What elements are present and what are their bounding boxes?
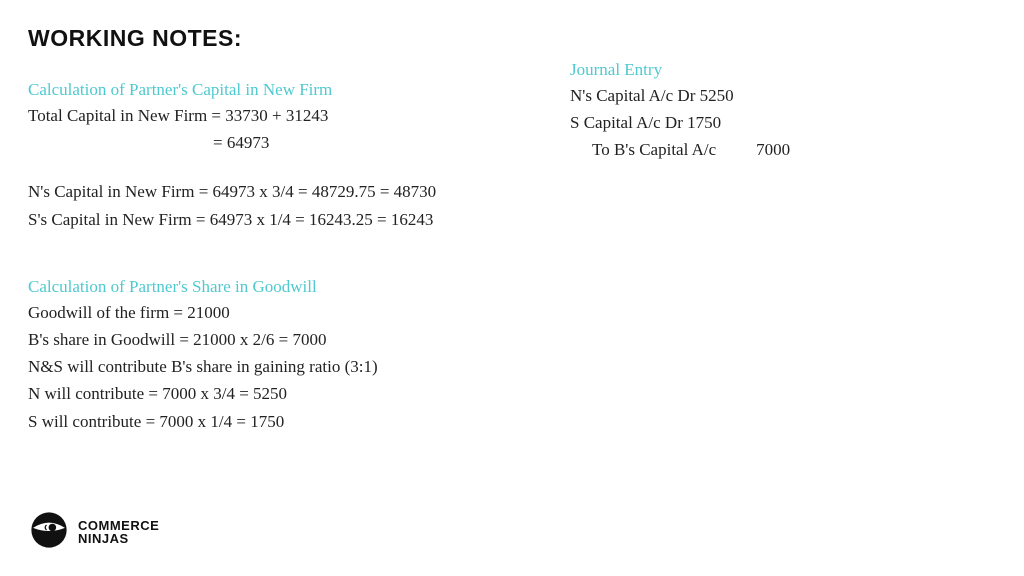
brand-logo-bottom: NINJAS <box>78 533 159 545</box>
section1-line1: Total Capital in New Firm = 33730 + 3124… <box>28 102 548 129</box>
section2-heading: Calculation of Partner's Share in Goodwi… <box>28 277 548 297</box>
journal-line3: To B's Capital A/c 7000 <box>570 136 990 163</box>
section2-line4: N will contribute = 7000 x 3/4 = 5250 <box>28 380 548 407</box>
page-title: WORKING NOTES: <box>28 25 242 52</box>
journal-line1: N's Capital A/c Dr 5250 <box>570 82 990 109</box>
section1-line3: N's Capital in New Firm = 64973 x 3/4 = … <box>28 178 548 205</box>
journal-line2: S Capital A/c Dr 1750 <box>570 109 990 136</box>
journal-heading: Journal Entry <box>570 60 990 80</box>
ninja-icon <box>28 509 70 556</box>
section2-line5: S will contribute = 7000 x 1/4 = 1750 <box>28 408 548 435</box>
journal-line3-amount: 7000 <box>756 136 790 163</box>
section2-line1: Goodwill of the firm = 21000 <box>28 299 548 326</box>
journal-line3-desc: To B's Capital A/c <box>592 136 716 163</box>
left-column: Calculation of Partner's Capital in New … <box>28 80 548 435</box>
right-column: Journal Entry N's Capital A/c Dr 5250 S … <box>570 60 990 164</box>
section2-line3: N&S will contribute B's share in gaining… <box>28 353 548 380</box>
section2-line2: B's share in Goodwill = 21000 x 2/6 = 70… <box>28 326 548 353</box>
section1-heading: Calculation of Partner's Capital in New … <box>28 80 548 100</box>
brand-logo-text: COMMERCE NINJAS <box>78 520 159 545</box>
brand-logo: COMMERCE NINJAS <box>28 509 159 556</box>
section1-line4: S's Capital in New Firm = 64973 x 1/4 = … <box>28 206 548 233</box>
section1-line2: = 64973 <box>28 129 548 156</box>
